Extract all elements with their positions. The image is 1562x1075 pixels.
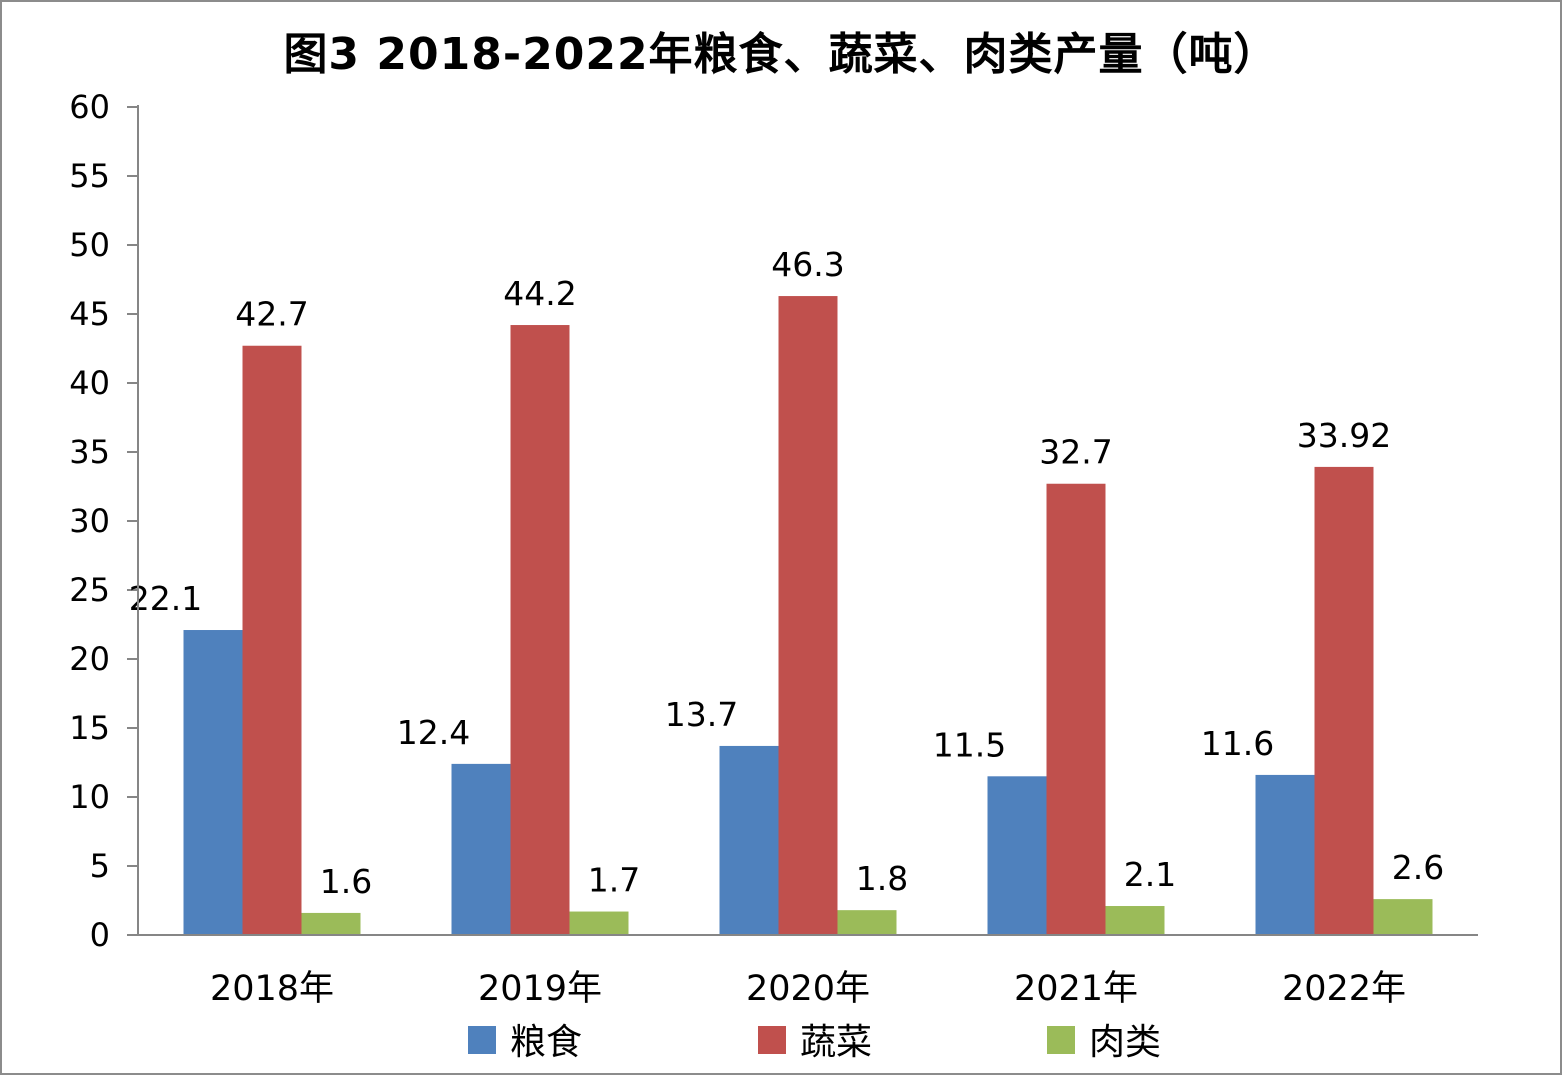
y-tick-label: 40 xyxy=(69,364,110,402)
y-tick-label: 30 xyxy=(69,502,110,540)
legend-label-肉类: 肉类 xyxy=(1089,1022,1161,1063)
data-label: 33.92 xyxy=(1297,416,1391,455)
data-label: 2.1 xyxy=(1124,855,1176,894)
legend-swatch-肉类 xyxy=(1047,1026,1075,1054)
data-label: 1.7 xyxy=(588,861,640,900)
bar-粮食-2022年 xyxy=(1255,774,1315,935)
x-tick-label: 2021年 xyxy=(1014,969,1138,1009)
bar-粮食-2018年 xyxy=(183,630,243,935)
y-tick-label: 25 xyxy=(69,571,110,609)
y-tick-label: 0 xyxy=(90,916,110,954)
x-tick-label: 2018年 xyxy=(210,969,334,1009)
bar-肉类-2019年 xyxy=(569,911,629,935)
data-label: 12.4 xyxy=(397,713,470,752)
y-tick-label: 20 xyxy=(69,640,110,678)
bar-肉类-2021年 xyxy=(1105,906,1165,935)
bar-蔬菜-2020年 xyxy=(778,296,838,935)
y-tick-label: 50 xyxy=(69,226,110,264)
data-label: 44.2 xyxy=(503,274,576,313)
data-label: 11.5 xyxy=(933,725,1006,764)
chart-title: 图3 2018-2022年粮食、蔬菜、肉类产量（吨） xyxy=(283,29,1279,80)
data-label: 11.6 xyxy=(1201,724,1274,763)
y-tick-label: 35 xyxy=(69,433,110,471)
bar-肉类-2022年 xyxy=(1373,899,1433,935)
bar-粮食-2020年 xyxy=(719,745,779,935)
y-tick-label: 10 xyxy=(69,778,110,816)
legend-swatch-粮食 xyxy=(468,1026,496,1054)
data-label: 46.3 xyxy=(771,245,844,284)
y-tick-label: 15 xyxy=(69,709,110,747)
x-tick-label: 2019年 xyxy=(478,969,602,1009)
x-tick-label: 2020年 xyxy=(746,969,870,1009)
x-tick-label: 2022年 xyxy=(1282,969,1406,1009)
legend-swatch-蔬菜 xyxy=(758,1026,786,1054)
bar-肉类-2020年 xyxy=(837,910,897,935)
bar-粮食-2019年 xyxy=(451,763,511,935)
y-tick-label: 5 xyxy=(90,847,110,885)
bar-蔬菜-2021年 xyxy=(1046,483,1106,935)
y-tick-label: 55 xyxy=(69,157,110,195)
y-tick-label: 60 xyxy=(69,88,110,126)
bar-蔬菜-2019年 xyxy=(510,325,570,935)
data-label: 1.8 xyxy=(856,859,908,898)
bar-蔬菜-2022年 xyxy=(1314,466,1374,935)
data-label: 1.6 xyxy=(320,862,372,901)
bar-粮食-2021年 xyxy=(987,776,1047,935)
data-label: 2.6 xyxy=(1392,848,1444,887)
data-label: 22.1 xyxy=(129,579,202,618)
legend-label-粮食: 粮食 xyxy=(510,1022,582,1063)
bar-蔬菜-2018年 xyxy=(242,345,302,935)
bar-肉类-2018年 xyxy=(301,912,361,935)
legend-label-蔬菜: 蔬菜 xyxy=(800,1022,872,1063)
data-label: 42.7 xyxy=(235,295,308,334)
data-label: 32.7 xyxy=(1039,433,1112,472)
data-label: 13.7 xyxy=(665,695,738,734)
y-tick-label: 45 xyxy=(69,295,110,333)
